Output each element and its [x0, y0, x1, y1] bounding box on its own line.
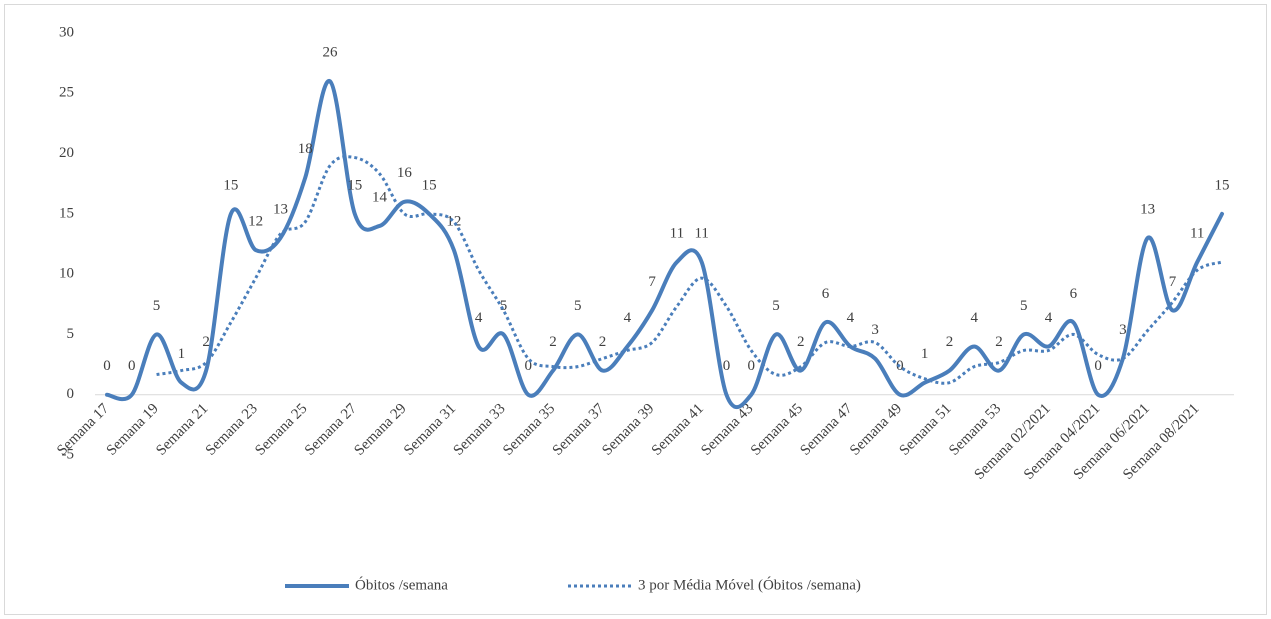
- data-label: 11: [670, 226, 684, 242]
- data-label: 5: [500, 298, 508, 314]
- data-label: 2: [599, 334, 607, 350]
- chart-border: [4, 4, 1267, 615]
- legend-label: Óbitos /semana: [355, 576, 448, 593]
- data-label: 5: [772, 298, 780, 314]
- legend-label: 3 por Média Móvel (Óbitos /semana): [638, 576, 861, 593]
- data-label: 6: [822, 286, 830, 302]
- data-label: 2: [995, 334, 1003, 350]
- data-label: 4: [1045, 310, 1053, 326]
- data-label: 15: [422, 177, 437, 193]
- data-label: 15: [1215, 177, 1230, 193]
- y-tick-label: 20: [59, 145, 74, 161]
- data-label: 13: [1140, 201, 1155, 217]
- y-tick-label: 0: [67, 386, 75, 402]
- data-label: 15: [223, 177, 238, 193]
- data-label: 4: [970, 310, 978, 326]
- y-tick-label: 15: [59, 205, 74, 221]
- data-label: 5: [574, 298, 582, 314]
- y-tick-label: 10: [59, 266, 74, 282]
- data-label: 11: [694, 226, 708, 242]
- y-tick-label: 5: [67, 326, 75, 342]
- data-label: 16: [397, 165, 413, 181]
- data-label: 3: [871, 322, 879, 338]
- data-label: 4: [847, 310, 855, 326]
- data-label: 2: [797, 334, 805, 350]
- data-label: 6: [1070, 286, 1078, 302]
- data-label: 0: [723, 358, 731, 374]
- data-label: 0: [1094, 358, 1102, 374]
- data-label: 26: [323, 45, 339, 61]
- y-tick-label: 30: [59, 24, 74, 40]
- data-label: 0: [747, 358, 755, 374]
- data-label: 4: [624, 310, 632, 326]
- data-label: 0: [103, 358, 111, 374]
- data-label: 4: [475, 310, 483, 326]
- data-label: 0: [128, 358, 136, 374]
- data-label: 12: [248, 213, 263, 229]
- data-label: 1: [178, 346, 186, 362]
- data-label: 7: [648, 274, 656, 290]
- series-line: [156, 155, 1223, 385]
- y-tick-label: -5: [62, 446, 75, 462]
- data-label: 2: [549, 334, 557, 350]
- data-label: 5: [1020, 298, 1028, 314]
- data-label: 11: [1190, 226, 1204, 242]
- data-label: 7: [1169, 274, 1177, 290]
- data-label: 0: [524, 358, 532, 374]
- data-label: 3: [1119, 322, 1127, 338]
- data-label: 12: [446, 213, 461, 229]
- data-label: 5: [153, 298, 161, 314]
- y-tick-label: 25: [59, 85, 74, 101]
- data-label: 2: [202, 334, 210, 350]
- data-label: 2: [946, 334, 954, 350]
- data-label: 14: [372, 189, 388, 205]
- data-label: 13: [273, 201, 288, 217]
- data-label: 18: [298, 141, 313, 157]
- data-label: 15: [347, 177, 362, 193]
- data-label: 1: [921, 346, 929, 362]
